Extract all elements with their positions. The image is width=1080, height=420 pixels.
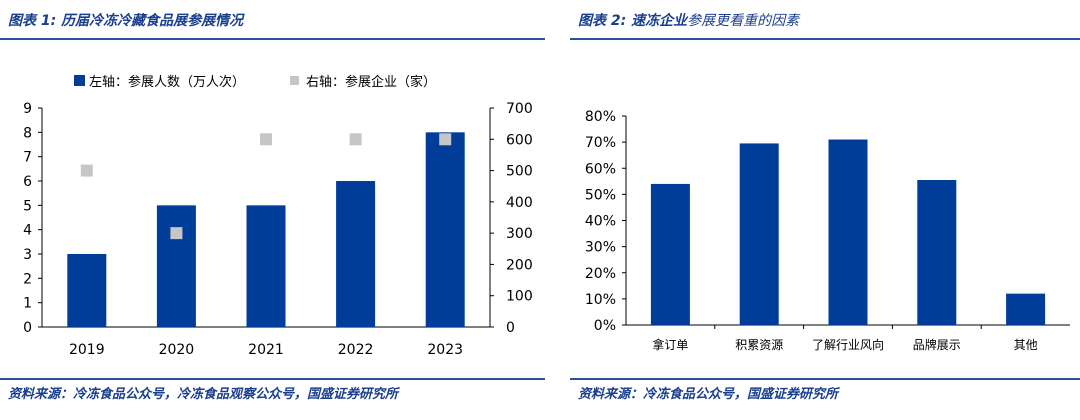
- x-tick-label: 了解行业风向: [812, 337, 884, 352]
- right-source-rule: [570, 378, 1080, 380]
- right-title-bold: 速冻企业: [631, 13, 688, 29]
- factors-chart: 0% 10% 20% 30% 40% 50% 60% 70% 80% 拿订单 积累资源 了解行业风向 品…: [585, 109, 1070, 352]
- point-exhibitors: [260, 133, 272, 146]
- right-title-rule: [570, 38, 1080, 40]
- bar-factor: [828, 139, 868, 325]
- left-tick-label: 4: [23, 223, 32, 239]
- left-tick-label: 1: [23, 296, 32, 312]
- y-tick-label: 60%: [585, 161, 616, 177]
- bar-visitors: [156, 205, 196, 327]
- left-tick-label: 2: [23, 271, 32, 287]
- legend-swatch-visitors: [74, 75, 85, 86]
- left-tick-label: 7: [23, 150, 32, 166]
- bar-visitors: [425, 132, 465, 327]
- y-tick-label: 80%: [585, 109, 616, 125]
- bar-factor: [739, 143, 779, 325]
- bar-factor: [1006, 293, 1046, 325]
- right-tick-label: 500: [506, 164, 533, 180]
- legend-label-exhibitors: 右轴：参展企业（家）: [306, 74, 436, 90]
- right-tick-label: 100: [506, 289, 533, 305]
- left-tick-label: 9: [23, 101, 32, 117]
- point-exhibitors: [80, 164, 93, 177]
- participation-chart: 0 1 2 3 4 5 6 7 8 9 0 100 200 300 400 500 600 700 2019 2020…: [23, 74, 533, 358]
- point-exhibitors: [349, 133, 362, 146]
- x-tick-label: 2019: [69, 342, 105, 358]
- y-tick-label: 0%: [594, 318, 616, 334]
- left-panel-title: 图表 1: 历届冷冻冷藏食品展参展情况: [8, 10, 243, 30]
- x-tick-label: 2020: [159, 342, 195, 358]
- left-title-label: 图表 1:: [8, 13, 57, 29]
- left-tick-label: 6: [23, 174, 32, 190]
- x-tick-label: 2022: [338, 342, 374, 358]
- right-tick-label: 400: [506, 195, 533, 211]
- x-tick-label: 2021: [248, 342, 284, 358]
- left-tick-label: 5: [23, 198, 32, 214]
- left-tick-label: 0: [23, 320, 32, 336]
- y-tick-label: 10%: [585, 292, 616, 308]
- left-panel: 图表 1: 历届冷冻冷藏食品展参展情况 0 1 2 3 4 5 6 7 8 9 0 100 200 300…: [0, 10, 545, 402]
- left-title-rule: [0, 38, 545, 40]
- x-tick-label: 拿订单: [652, 337, 688, 352]
- right-tick-label: 300: [506, 226, 533, 242]
- right-tick-label: 0: [506, 320, 515, 336]
- point-exhibitors: [170, 227, 183, 240]
- left-source-rule: [0, 378, 545, 380]
- right-panel-title: 图表 2: 速冻企业参展更看重的因素: [578, 10, 799, 30]
- right-title-light: 参展更看重的因素: [687, 13, 800, 29]
- left-source: 资料来源：冷冻食品公众号，冷冻食品观察公众号，国盛证券研究所: [8, 387, 399, 402]
- x-tick-label: 其他: [1014, 338, 1038, 352]
- point-exhibitors: [439, 133, 452, 146]
- legend-label-visitors: 左轴：参展人数（万人次）: [89, 74, 245, 90]
- y-tick-label: 50%: [585, 187, 616, 203]
- y-tick-label: 70%: [585, 135, 616, 151]
- right-tick-label: 700: [506, 101, 533, 117]
- bar-visitors: [336, 181, 376, 327]
- left-tick-label: 8: [23, 125, 32, 141]
- y-tick-label: 20%: [585, 266, 616, 282]
- bar-visitors: [246, 205, 286, 327]
- right-title-label: 图表 2:: [578, 13, 627, 29]
- legend-swatch-exhibitors: [290, 76, 299, 85]
- right-source: 资料来源：冷冻食品公众号，国盛证券研究所: [578, 387, 839, 402]
- y-tick-label: 30%: [585, 240, 616, 256]
- left-title-text: 历届冷冻冷藏食品展参展情况: [61, 13, 244, 29]
- x-tick-label: 积累资源: [735, 338, 783, 352]
- x-tick-label: 2023: [427, 342, 463, 358]
- bar-factor: [650, 183, 690, 325]
- y-tick-label: 40%: [585, 214, 616, 230]
- bar-visitors: [67, 254, 107, 327]
- right-tick-label: 600: [506, 132, 533, 148]
- bar-factor: [917, 180, 957, 325]
- right-tick-label: 200: [506, 257, 533, 273]
- right-panel: 图表 2: 速冻企业参展更看重的因素 0% 10% 20% 30% 40% 50% 60% 7…: [570, 0, 1080, 420]
- left-tick-label: 3: [23, 247, 32, 263]
- x-tick-label: 品牌展示: [913, 338, 961, 352]
